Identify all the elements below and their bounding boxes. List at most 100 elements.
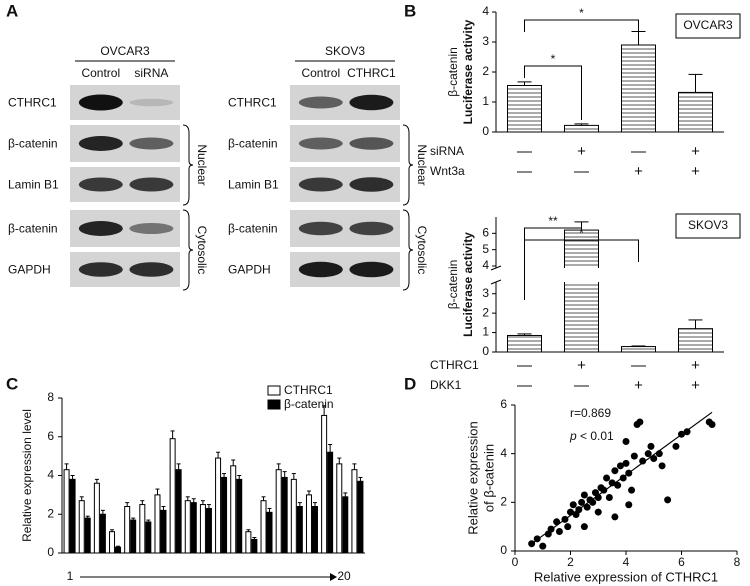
treatment-sign: — (631, 357, 646, 374)
y-tick-label: 0 (47, 545, 54, 559)
row-label: β-catenin (8, 222, 58, 236)
scatter-point (533, 535, 541, 543)
treatment-sign: + (691, 357, 700, 374)
scatter-point (616, 462, 624, 470)
band (349, 221, 394, 236)
break-mark (490, 265, 502, 271)
y-tick-label: 4 (500, 446, 507, 460)
x-tick-label: 6 (678, 555, 685, 569)
bar (507, 334, 542, 353)
bar (199, 504, 206, 554)
scatter-point (614, 481, 622, 489)
y-tick-label: 4 (482, 4, 489, 18)
scatter-point (647, 442, 655, 450)
bar (99, 513, 106, 554)
x-annotation: 20 (337, 569, 351, 583)
scatter-point (625, 469, 633, 477)
legend-label: SKOV3 (688, 218, 728, 232)
lane-label: Control (301, 66, 340, 80)
scatter-point (603, 474, 611, 482)
y-tick-label: 6 (47, 429, 54, 443)
band (298, 177, 343, 192)
significance-bracket (524, 65, 582, 120)
scatter-point (628, 486, 636, 494)
p-symbol: p (569, 429, 577, 443)
band (78, 262, 123, 277)
treatment-sign: + (634, 163, 643, 180)
scatter-point (567, 508, 574, 516)
treatment-sign: + (691, 143, 700, 160)
bar (564, 124, 599, 133)
bar (327, 451, 334, 554)
scatter-point (664, 496, 672, 504)
x-tick-label: 4 (623, 555, 630, 569)
bar (184, 500, 191, 554)
y-tick-label: 0 (500, 543, 507, 557)
y-tick-label: 6 (482, 226, 489, 240)
bar (109, 531, 116, 554)
bar (351, 469, 358, 554)
significance-bracket (524, 19, 639, 40)
y-tick-label: 0 (482, 124, 489, 138)
y-tick-label: 1 (482, 325, 489, 339)
break-mark (490, 279, 502, 285)
scatter-point (619, 474, 627, 482)
bar (115, 546, 122, 554)
row-label: β-catenin (8, 137, 58, 151)
scatter-point (594, 493, 602, 501)
group-bracket (402, 209, 414, 291)
bar (678, 328, 713, 353)
y-tick-label: 8 (47, 390, 54, 404)
scatter-point (639, 457, 647, 465)
band (298, 96, 343, 109)
scatter-point (611, 513, 619, 521)
y-label: Luciferase activity (461, 232, 475, 337)
bar-break (562, 268, 601, 282)
bar (84, 517, 91, 554)
group-label: Nuclear (415, 144, 429, 185)
band (78, 94, 123, 111)
group-bracket (402, 124, 414, 206)
scatter-point (672, 442, 680, 450)
scatter-point (553, 518, 561, 526)
axis-break (490, 268, 718, 282)
scatter-point (594, 508, 602, 516)
treatment-sign: + (691, 163, 700, 180)
scatter-point (708, 420, 716, 428)
bar (290, 478, 297, 554)
y-tick-label: 6 (500, 397, 507, 411)
band (129, 137, 174, 150)
y-tick-label: 5 (482, 242, 489, 256)
scatter-point (564, 523, 572, 531)
legend-box (675, 213, 741, 239)
row-label: β-catenin (228, 222, 278, 236)
bar (215, 457, 222, 554)
band (298, 137, 343, 150)
row-label: CTHRC1 (8, 96, 57, 110)
group-bracket (182, 124, 194, 206)
scatter-point (678, 430, 685, 438)
bar (621, 346, 656, 353)
lane-label: CTHRC1 (347, 66, 396, 80)
bar (507, 85, 542, 133)
treatment-sign: + (691, 377, 700, 394)
band (78, 221, 123, 236)
bar (357, 480, 364, 554)
treatment-sign: — (574, 377, 589, 394)
bar (190, 502, 197, 554)
legend-swatch (267, 385, 281, 396)
x-annotation: 1 (67, 569, 74, 583)
x-tick-label: 2 (567, 555, 574, 569)
legend-label: CTHRC1 (284, 383, 333, 397)
treatment-sign: — (517, 357, 532, 374)
x-tick-label: 8 (734, 555, 741, 569)
significance-bracket (524, 239, 639, 300)
bar (145, 521, 152, 554)
treatment-label: Wnt3a (430, 164, 465, 178)
bar (69, 478, 76, 554)
p-value: < 0.01 (577, 429, 614, 443)
scatter-point (611, 467, 619, 475)
row-label: GAPDH (8, 263, 51, 277)
bar (78, 500, 85, 554)
